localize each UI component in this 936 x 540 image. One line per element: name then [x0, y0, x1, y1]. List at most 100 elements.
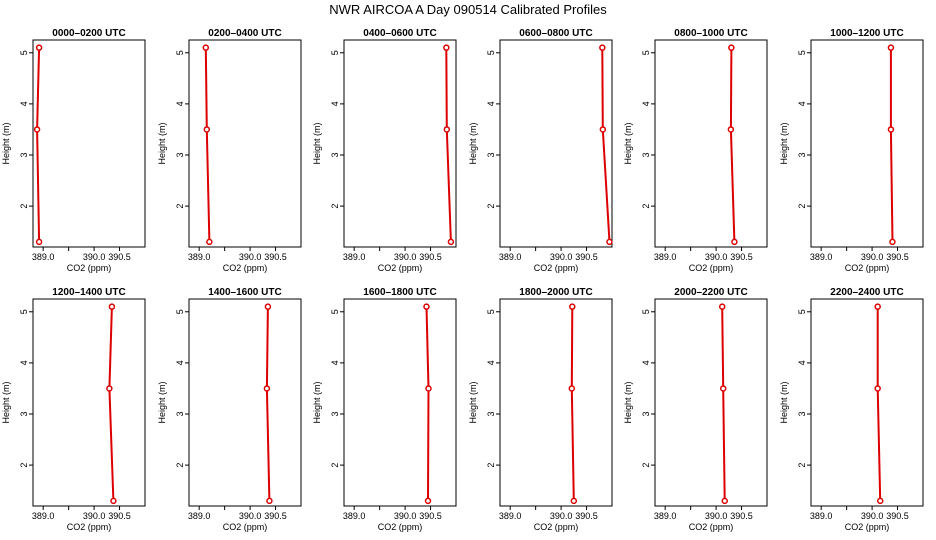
- profile-point: [887, 126, 895, 133]
- y-tick-label: 4: [797, 101, 807, 106]
- profile-line: [876, 306, 882, 501]
- y-tick-label: 3: [175, 152, 185, 157]
- y-tick-label: 3: [641, 411, 651, 416]
- profile-point: [108, 303, 116, 310]
- y-axis-label: Height (m): [1, 381, 11, 423]
- y-tick-label: 4: [486, 360, 496, 365]
- y-axis-label: Height (m): [157, 381, 167, 423]
- profile-point: [35, 44, 43, 51]
- profile-line: [729, 47, 736, 242]
- profile-point: [202, 44, 210, 51]
- x-tick-label: 389.0: [32, 511, 55, 521]
- profile-line: [36, 47, 41, 242]
- x-tick-label: 390.5: [886, 252, 909, 262]
- profile-panel: 2200–2400 UTC 389.0 390.0 390.5 2 3 4 5 CO2 (ppm…: [779, 287, 924, 532]
- profile-panel: 0400–0600 UTC 389.0 390.0 390.5 2 3 4 5 CO2 (ppm…: [312, 28, 457, 273]
- y-axis-label: Height (m): [1, 122, 11, 164]
- y-axis-label: Height (m): [623, 381, 633, 423]
- profile-point: [424, 497, 432, 505]
- x-axis-label: CO2 (ppm): [67, 263, 112, 273]
- x-axis-label: CO2 (ppm): [689, 263, 734, 273]
- y-tick-label: 3: [797, 411, 807, 416]
- x-tick-label: 390.5: [264, 252, 287, 262]
- profile-point: [106, 385, 113, 392]
- panel-title: 2200–2400 UTC: [830, 287, 903, 298]
- x-tick-label: 389.0: [499, 252, 522, 262]
- x-tick-label: 390.0: [83, 252, 106, 262]
- y-tick-label: 2: [330, 463, 340, 468]
- x-tick-label: 389.0: [810, 252, 833, 262]
- profile-line: [108, 306, 115, 501]
- plot-frame: [499, 39, 613, 248]
- plot-frame: [810, 298, 924, 507]
- y-tick-label: 2: [19, 204, 29, 209]
- x-tick-label: 390.5: [108, 252, 131, 262]
- y-axis-label: Height (m): [779, 122, 789, 164]
- profile-point: [727, 126, 735, 133]
- profile-point: [266, 497, 273, 505]
- y-tick-label: 2: [797, 463, 807, 468]
- profile-point: [263, 385, 271, 392]
- x-tick-label: 390.5: [264, 511, 287, 521]
- y-tick-label: 2: [175, 463, 185, 468]
- y-tick-label: 5: [797, 309, 807, 314]
- panel-title: 0600–0800 UTC: [519, 28, 592, 39]
- x-tick-label: 390.0: [394, 511, 417, 521]
- y-axis-label: Height (m): [623, 122, 633, 164]
- panel-title: 0000–0200 UTC: [52, 28, 125, 39]
- profile-point: [606, 238, 613, 246]
- x-tick-label: 390.5: [886, 511, 909, 521]
- profile-point: [443, 44, 450, 51]
- x-tick-label: 390.0: [83, 511, 106, 521]
- x-tick-label: 390.0: [861, 252, 884, 262]
- profile-point: [876, 497, 884, 505]
- x-axis-label: CO2 (ppm): [223, 522, 268, 532]
- y-tick-label: 3: [486, 152, 496, 157]
- profile-line: [721, 306, 726, 501]
- y-tick-label: 3: [19, 411, 29, 416]
- x-tick-label: 389.0: [654, 252, 677, 262]
- y-axis-label: Height (m): [468, 122, 478, 164]
- panel-title: 1800–2000 UTC: [519, 287, 592, 298]
- x-tick-label: 390.5: [730, 252, 753, 262]
- x-axis-label: CO2 (ppm): [689, 522, 734, 532]
- plot-frame: [654, 298, 768, 507]
- x-tick-label: 390.0: [394, 252, 417, 262]
- profile-point: [719, 385, 727, 392]
- plot-frame: [188, 298, 302, 507]
- panel-title: 0400–0600 UTC: [363, 28, 436, 39]
- x-tick-label: 390.5: [575, 252, 598, 262]
- profile-line: [445, 47, 452, 242]
- profile-point: [203, 126, 211, 133]
- y-tick-label: 2: [19, 463, 29, 468]
- profile-point: [33, 126, 41, 133]
- y-tick-label: 4: [330, 360, 340, 365]
- y-axis-label: Height (m): [312, 122, 322, 164]
- profile-point: [599, 126, 607, 133]
- y-tick-label: 2: [641, 204, 651, 209]
- profile-panel: 0200–0400 UTC 389.0 390.0 390.5 2 3 4 5 CO2 (ppm…: [157, 28, 302, 273]
- profile-point: [264, 303, 272, 310]
- y-tick-label: 3: [175, 411, 185, 416]
- profile-point: [721, 497, 728, 505]
- y-tick-label: 5: [19, 309, 29, 314]
- profile-point: [569, 303, 576, 310]
- y-axis-label: Height (m): [779, 381, 789, 423]
- profile-point: [887, 44, 895, 51]
- profile-panel: 1200–1400 UTC 389.0 390.0 390.5 2 3 4 5 CO2 (ppm…: [1, 287, 146, 532]
- x-tick-label: 390.0: [705, 252, 728, 262]
- plot-frame: [32, 39, 146, 248]
- plot-frame: [654, 39, 768, 248]
- profile-panel: 1600–1800 UTC 389.0 390.0 390.5 2 3 4 5 CO2 (ppm…: [312, 287, 457, 532]
- profile-point: [874, 385, 881, 392]
- y-tick-label: 2: [486, 463, 496, 468]
- x-axis-label: CO2 (ppm): [534, 522, 579, 532]
- x-tick-label: 390.0: [239, 511, 262, 521]
- profile-point: [889, 238, 896, 246]
- y-tick-label: 5: [175, 309, 185, 314]
- y-tick-label: 5: [330, 50, 340, 55]
- panel-title: 1000–1200 UTC: [830, 28, 903, 39]
- x-tick-label: 389.0: [343, 511, 366, 521]
- profile-panel: 2000–2200 UTC 389.0 390.0 390.5 2 3 4 5 CO2 (ppm…: [623, 287, 768, 532]
